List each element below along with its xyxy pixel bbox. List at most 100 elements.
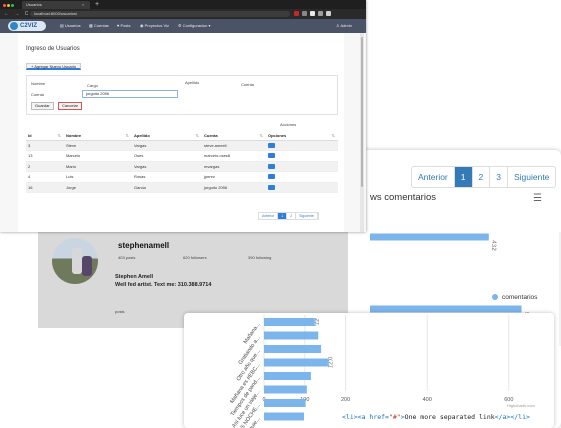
cuenta-input[interactable]: jorguito 2096 bbox=[82, 90, 178, 98]
bar bbox=[264, 372, 311, 380]
chart-credits[interactable]: Highcharts.com bbox=[507, 403, 535, 408]
table-row: 2 Mario Vargas mvargas bbox=[26, 161, 338, 172]
edit-user-button[interactable] bbox=[268, 163, 275, 169]
avatar[interactable] bbox=[52, 238, 98, 284]
extension-icon[interactable] bbox=[302, 11, 307, 16]
column-header-id[interactable]: Id ⇅ bbox=[26, 131, 64, 141]
column-header-apellido[interactable]: Apellido ⇅ bbox=[132, 131, 202, 141]
pagination-page-1[interactable]: 1 bbox=[278, 213, 288, 219]
edit-user-button[interactable] bbox=[268, 142, 275, 148]
cell-nombre: Jorge bbox=[64, 182, 132, 193]
nav-item-posts[interactable]: ♥ Posts bbox=[117, 23, 131, 28]
address-bar: ← → C localhost:8000/usuarios/ bbox=[0, 9, 366, 19]
cell-apellido: Rosas bbox=[132, 171, 202, 183]
maximize-window-icon[interactable] bbox=[11, 4, 14, 7]
profile-posts-count: 403 posts bbox=[118, 255, 136, 260]
x-tick-label: 400 bbox=[423, 397, 432, 403]
cell-opciones bbox=[266, 140, 338, 151]
column-header-cuenta[interactable]: Cuenta ⇅ bbox=[202, 131, 266, 141]
profile-following-count: 390 following bbox=[248, 255, 272, 260]
cuenta-label-right: Cuenta bbox=[241, 82, 254, 87]
pagination-page-1[interactable]: 1 bbox=[454, 167, 473, 187]
window-controls[interactable] bbox=[3, 3, 15, 9]
bar bbox=[264, 412, 304, 421]
pagination-next[interactable]: Siguiente bbox=[513, 172, 550, 182]
cuenta-label: Cuenta bbox=[31, 92, 44, 97]
navigation-buttons[interactable]: ← → C bbox=[4, 11, 31, 17]
data-label: 432 bbox=[490, 240, 497, 251]
cell-id: 4 bbox=[26, 171, 64, 183]
save-button[interactable]: Guardar bbox=[31, 102, 54, 110]
browser-window: Usuarios × + ← → C localhost:8000/usuari… bbox=[0, 0, 366, 232]
nav-item-proyectos[interactable]: ◉ Proyectos Viz bbox=[140, 23, 169, 28]
browser-tab[interactable]: Usuarios bbox=[22, 1, 90, 9]
users-page: Ingreso de Usuarios + Agregar Nuevo Usua… bbox=[18, 33, 344, 232]
pagination-page-2[interactable]: 2 bbox=[473, 167, 491, 187]
bar bbox=[264, 318, 317, 326]
cancel-button[interactable]: Cancelar bbox=[58, 102, 83, 110]
close-tab-icon[interactable]: × bbox=[82, 2, 85, 7]
table-row: 16 Jorge Garcia jorguito 2096 bbox=[26, 182, 338, 193]
minimize-window-icon[interactable] bbox=[7, 4, 10, 7]
browser-tab-bar: Usuarios × + bbox=[0, 0, 366, 9]
cell-nombre: Mario bbox=[64, 161, 132, 172]
cell-opciones bbox=[266, 161, 338, 172]
edit-user-button[interactable] bbox=[268, 174, 275, 180]
cell-opciones bbox=[266, 182, 338, 193]
nav-item-cuentas[interactable]: ▦ Cuentas bbox=[89, 23, 109, 28]
pagination-page-2[interactable]: 2 bbox=[287, 213, 297, 219]
table-pagination: Anterior 1 2 Siguiente bbox=[258, 212, 319, 220]
close-window-icon[interactable] bbox=[3, 4, 6, 7]
cell-nombre: Marcelo bbox=[64, 150, 132, 162]
bar bbox=[370, 233, 489, 241]
legend-label: comentarios bbox=[502, 294, 538, 301]
pagination-prev[interactable]: Anterior bbox=[259, 213, 279, 219]
profile-followers-count: 620 followers bbox=[183, 255, 207, 260]
edit-user-button[interactable] bbox=[268, 184, 275, 190]
users-table: Id ⇅ Nombre ⇅ Apellido ⇅ Cuenta ⇅ Opciones ⇅ … bbox=[26, 131, 338, 193]
new-tab-icon[interactable]: + bbox=[95, 1, 100, 8]
url-field[interactable]: localhost:8000/usuarios/ bbox=[30, 11, 290, 17]
profile-bio: Well fed artist. Text me: 310.388.9714 bbox=[115, 282, 212, 288]
pagination-prev[interactable]: Anterior bbox=[412, 167, 455, 187]
actions-label: Acciones bbox=[280, 122, 297, 127]
column-header-nombre[interactable]: Nombre ⇅ bbox=[64, 131, 132, 141]
extension-icon[interactable] bbox=[294, 11, 299, 16]
cell-cuenta: jorguito 2096 bbox=[202, 182, 266, 193]
page-title: Ingreso de Usuarios bbox=[26, 46, 80, 52]
column-header-opciones[interactable]: Opciones ⇅ bbox=[266, 131, 338, 141]
profile-username: stephenamell bbox=[118, 241, 170, 250]
cell-cuenta: steve.ameell bbox=[202, 140, 266, 151]
cargo-label: Cargo bbox=[87, 83, 98, 88]
chart-legend[interactable]: comentarios bbox=[492, 294, 537, 301]
cell-cuenta: jperez bbox=[202, 171, 266, 183]
nombre-label: Nombre bbox=[31, 81, 46, 86]
edit-user-button[interactable] bbox=[268, 153, 275, 159]
user-menu[interactable]: ♙ Admin bbox=[336, 23, 352, 28]
add-user-button[interactable]: + Agregar Nuevo Usuario bbox=[26, 63, 82, 70]
nav-item-configuracion[interactable]: ⚙ Configuracion ▾ bbox=[178, 23, 211, 28]
menu-icon[interactable]: ☰ bbox=[533, 193, 542, 204]
extension-icon[interactable] bbox=[326, 11, 331, 16]
cell-cuenta: marcelo.oses8 bbox=[202, 150, 266, 162]
cell-apellido: Garcia bbox=[132, 182, 202, 193]
extension-icon[interactable] bbox=[318, 11, 323, 16]
bar bbox=[264, 385, 307, 394]
code-snippet: <li><a href="#">One more separated link<… bbox=[342, 413, 530, 421]
pagination-next[interactable]: Siguiente bbox=[296, 213, 318, 219]
cell-id: 2 bbox=[26, 161, 64, 172]
page-scrollbar[interactable] bbox=[360, 33, 364, 232]
scrollbar-thumb[interactable] bbox=[361, 37, 363, 187]
pagination-page-3[interactable]: 3 bbox=[490, 167, 508, 187]
nav-item-usuarios[interactable]: ▤ Usuarios bbox=[60, 23, 81, 28]
extension-icon[interactable] bbox=[310, 11, 315, 16]
extension-icons bbox=[294, 11, 334, 18]
brand-logo[interactable]: C2VIZ bbox=[8, 21, 46, 31]
bar bbox=[264, 345, 322, 353]
cell-apellido: Vargas bbox=[132, 140, 202, 151]
x-tick-label: 200 bbox=[341, 397, 350, 403]
globe-icon bbox=[10, 22, 18, 30]
cell-apellido: Vargas bbox=[132, 161, 202, 172]
data-label: 12,0 bbox=[328, 356, 334, 368]
